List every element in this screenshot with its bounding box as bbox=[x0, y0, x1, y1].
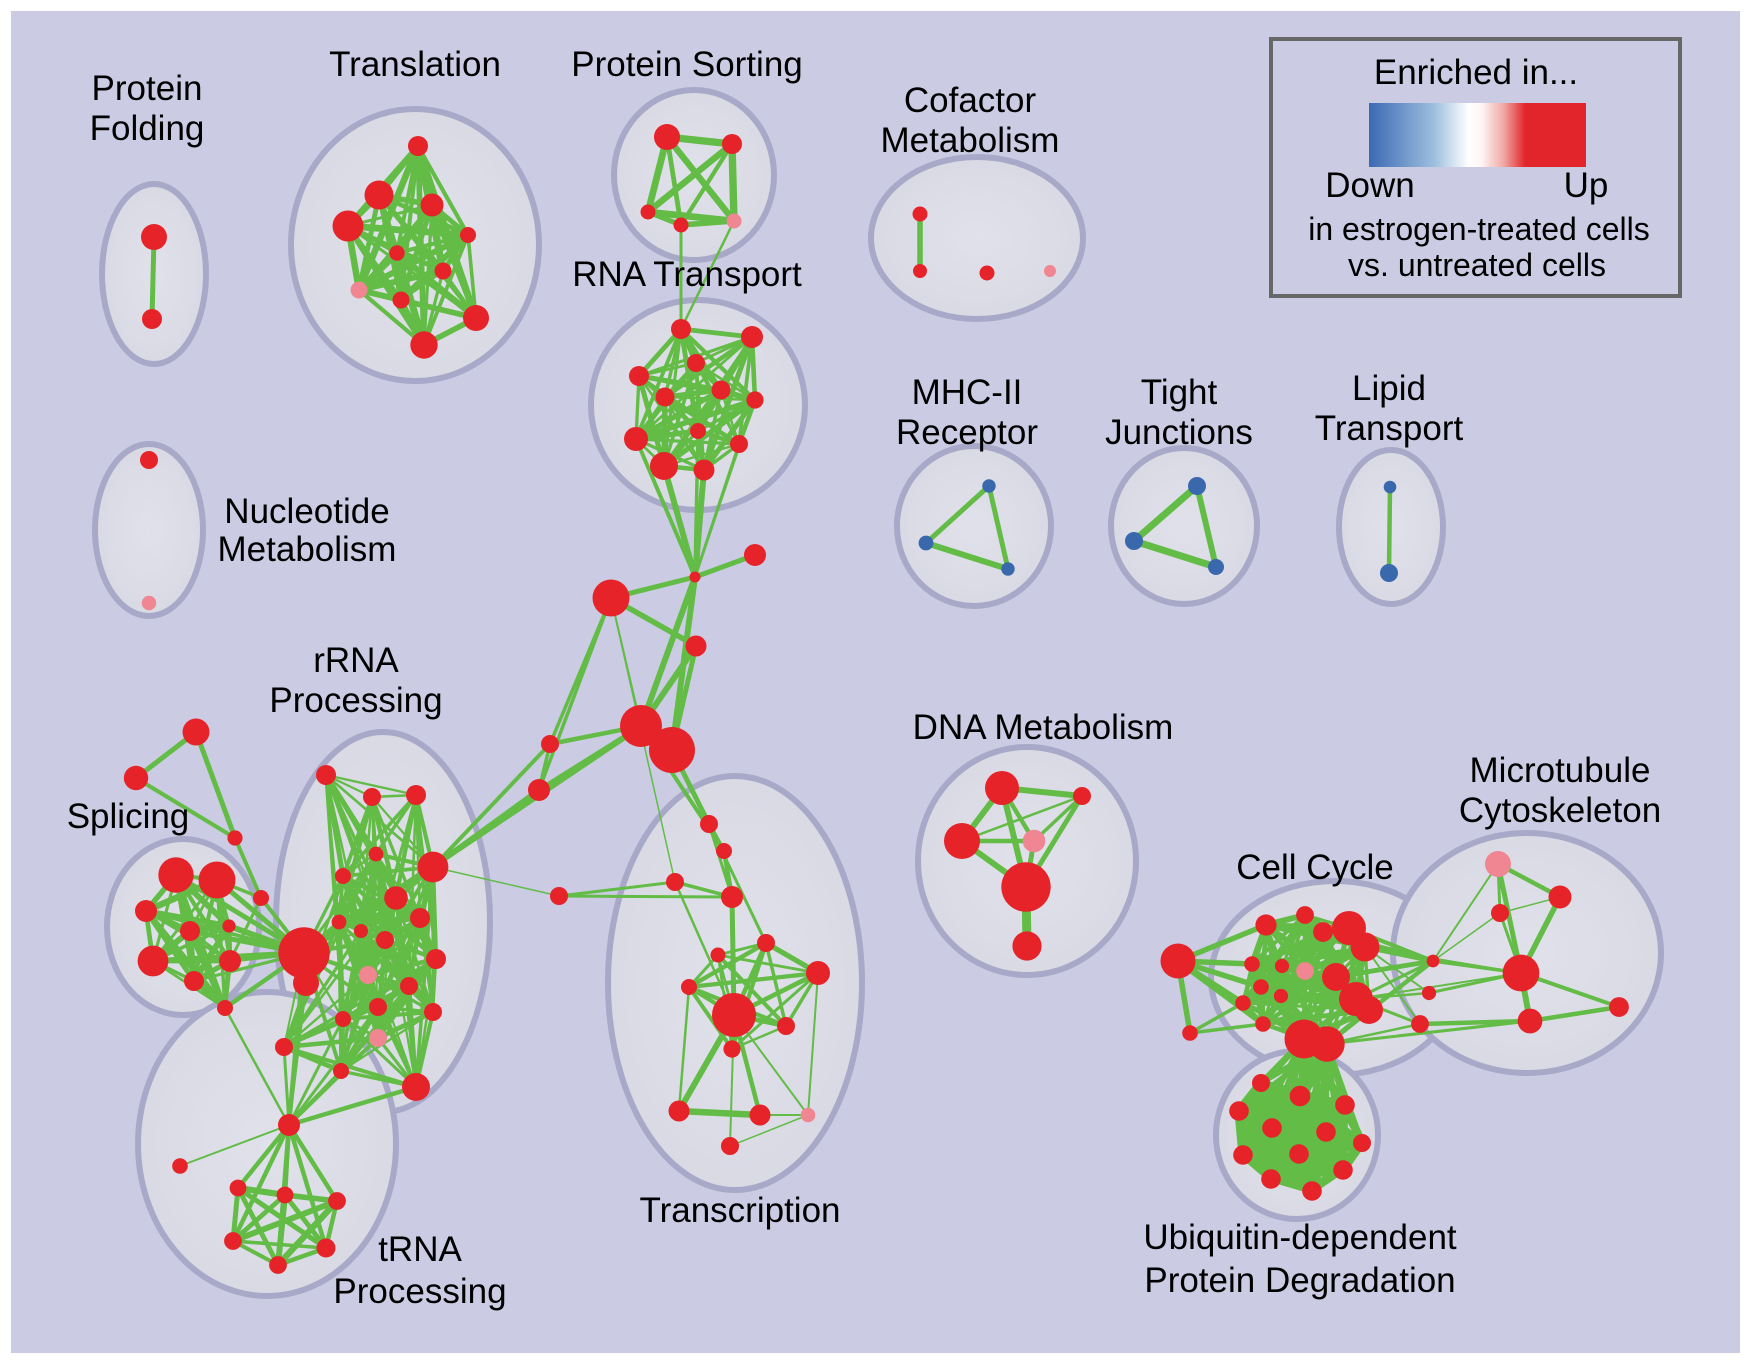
svg-text:Folding: Folding bbox=[90, 109, 205, 148]
svg-text:Junctions: Junctions bbox=[1105, 413, 1253, 452]
svg-text:Ubiquitin-dependent: Ubiquitin-dependent bbox=[1143, 1218, 1457, 1257]
svg-text:RNA Transport: RNA Transport bbox=[572, 255, 802, 294]
svg-text:Cofactor: Cofactor bbox=[904, 81, 1037, 120]
svg-text:rRNA: rRNA bbox=[313, 641, 399, 680]
svg-text:Translation: Translation bbox=[329, 45, 501, 84]
svg-text:Tight: Tight bbox=[1141, 373, 1218, 412]
svg-text:Splicing: Splicing bbox=[67, 797, 190, 836]
svg-text:Transcription: Transcription bbox=[640, 1191, 841, 1230]
svg-text:MHC-II: MHC-II bbox=[912, 373, 1023, 412]
svg-text:Transport: Transport bbox=[1315, 409, 1464, 448]
svg-text:DNA Metabolism: DNA Metabolism bbox=[913, 708, 1174, 747]
svg-text:tRNA: tRNA bbox=[378, 1230, 462, 1269]
svg-text:Receptor: Receptor bbox=[896, 413, 1038, 452]
svg-text:Down: Down bbox=[1325, 166, 1414, 205]
svg-text:in estrogen-treated cells: in estrogen-treated cells bbox=[1308, 211, 1650, 247]
svg-text:Cell Cycle: Cell Cycle bbox=[1236, 848, 1394, 887]
svg-text:Metabolism: Metabolism bbox=[218, 530, 397, 569]
svg-text:Microtubule: Microtubule bbox=[1470, 751, 1651, 790]
svg-text:Lipid: Lipid bbox=[1352, 369, 1426, 408]
svg-text:Up: Up bbox=[1564, 166, 1609, 205]
svg-text:Processing: Processing bbox=[269, 681, 442, 720]
svg-text:Protein: Protein bbox=[92, 69, 203, 108]
svg-text:Cytoskeleton: Cytoskeleton bbox=[1459, 791, 1661, 830]
svg-text:Protein Sorting: Protein Sorting bbox=[571, 45, 803, 84]
svg-text:Nucleotide: Nucleotide bbox=[224, 492, 389, 531]
svg-text:Metabolism: Metabolism bbox=[881, 121, 1060, 160]
svg-text:Protein Degradation: Protein Degradation bbox=[1144, 1261, 1455, 1300]
svg-text:vs. untreated cells: vs. untreated cells bbox=[1348, 247, 1606, 283]
svg-text:Processing: Processing bbox=[333, 1272, 506, 1311]
svg-text:Enriched in...: Enriched in... bbox=[1374, 53, 1578, 92]
